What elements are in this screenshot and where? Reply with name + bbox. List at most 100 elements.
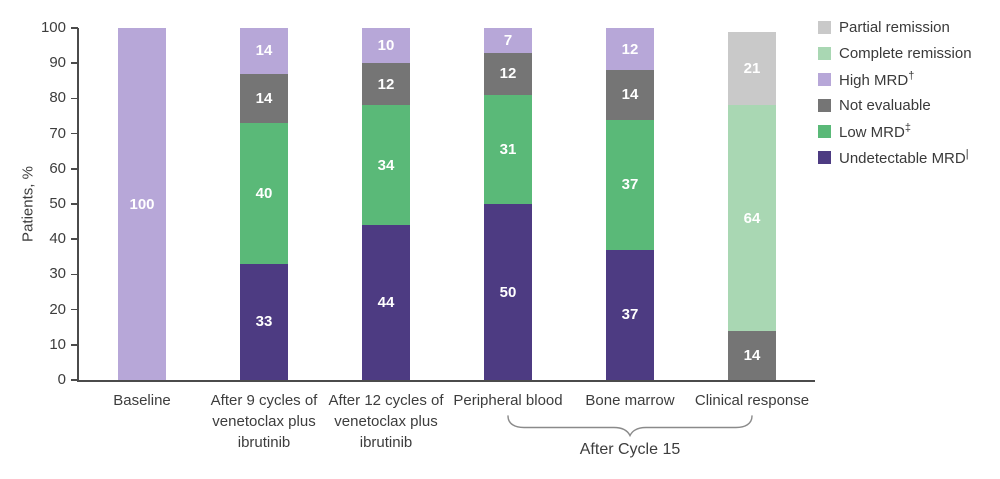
segment-value-label: 44 <box>377 294 395 312</box>
x-axis-label-3: After 12 cycles of venetoclax plus ibrutin… <box>312 390 460 453</box>
x-axis-label-line: venetoclax plus <box>334 413 438 430</box>
bar-segment-not-evaluable: 14 <box>240 73 288 124</box>
x-axis-label-line: Clinical response <box>694 392 810 409</box>
legend-item-label: Complete remission <box>839 45 972 62</box>
bar-segment-high-mrd: 7 <box>484 28 532 53</box>
segment-value-label: 31 <box>499 140 517 158</box>
segment-value-label: 12 <box>377 75 395 93</box>
bar-segment-partial-remission: 21 <box>728 31 776 106</box>
x-axis-label-line: After 12 cycles of <box>328 392 444 409</box>
x-axis-label-line: Baseline <box>113 392 171 409</box>
y-tick-mark-10 <box>71 344 78 346</box>
legend-item-label: High MRD† <box>839 70 915 89</box>
y-tick-label-10: 10 <box>49 335 66 353</box>
bar-segment-low-mrd: 34 <box>362 105 410 226</box>
legend-swatch-icon <box>818 151 831 164</box>
segment-value-label: 21 <box>743 59 761 77</box>
after-cycle-15-label: After Cycle 15 <box>579 441 681 458</box>
x-axis-label-4: Peripheral blood <box>434 390 582 411</box>
legend-swatch-icon <box>818 21 831 34</box>
y-tick-mark-60 <box>71 168 78 170</box>
bar-segment-high-mrd: 12 <box>606 28 654 71</box>
bar-segment-low-mrd: 31 <box>484 94 532 204</box>
segment-value-label: 37 <box>621 306 639 324</box>
bar-segment-high-mrd: 10 <box>362 28 410 64</box>
bar-segment-low-mrd: 40 <box>240 123 288 264</box>
bar-segment-undetectable-mrd: 33 <box>240 263 288 380</box>
bar-segment-not-evaluable: 14 <box>606 70 654 120</box>
segment-value-label: 64 <box>743 209 761 227</box>
bar-segment-undetectable-mrd: 50 <box>484 204 532 380</box>
x-axis-label-line: ibrutinib <box>237 434 291 451</box>
x-axis-line <box>77 380 815 382</box>
legend-swatch-icon <box>818 47 831 60</box>
y-tick-label-50: 50 <box>49 195 66 212</box>
segment-value-label: 37 <box>621 176 639 194</box>
legend-swatch-icon <box>818 99 831 112</box>
y-tick-mark-90 <box>71 62 78 64</box>
y-tick-label-20: 20 <box>49 300 66 318</box>
y-tick-mark-100 <box>71 27 78 29</box>
legend-footnote-marker: † <box>908 70 915 82</box>
segment-value-label: 14 <box>621 86 639 104</box>
legend-item-label: Not evaluable <box>839 97 931 114</box>
y-tick-label-80: 80 <box>49 89 66 107</box>
legend-item-high-mrd: High MRD† <box>818 70 972 89</box>
segment-value-label: 34 <box>377 156 395 174</box>
segment-value-label: 14 <box>255 42 273 60</box>
y-tick-mark-50 <box>71 203 78 205</box>
y-tick-label-90: 90 <box>49 54 66 72</box>
bar-segment-complete-remission: 64 <box>728 105 776 331</box>
segment-value-label: 12 <box>499 65 517 83</box>
y-tick-mark-80 <box>71 97 78 100</box>
legend-item-label: Undetectable MRD| <box>839 148 969 167</box>
x-axis-label-line: ibrutinib <box>359 434 413 451</box>
legend-swatch-icon <box>818 73 831 86</box>
y-tick-mark-70 <box>71 132 78 135</box>
legend: Partial remission Complete remission High … <box>818 18 972 174</box>
y-tick-mark-20 <box>71 308 78 311</box>
y-tick-mark-30 <box>71 273 78 276</box>
bar-segment-not-evaluable: 14 <box>728 330 776 380</box>
y-tick-label-70: 70 <box>49 124 66 142</box>
bar-segment-not-evaluable: 12 <box>484 52 532 95</box>
x-axis-label-5: Bone marrow <box>556 390 704 411</box>
bar-segment-undetectable-mrd: 37 <box>606 249 654 380</box>
legend-footnote-marker: ‡ <box>904 122 911 134</box>
legend-item-complete-remission: Complete remission <box>818 44 972 63</box>
y-tick-mark-0 <box>71 379 78 381</box>
bar-segment-undetectable-mrd: 44 <box>362 225 410 380</box>
x-axis-label-1: Baseline <box>68 390 216 411</box>
x-axis-label-line: Bone marrow <box>585 392 675 409</box>
segment-value-label: 40 <box>255 184 273 202</box>
segment-value-label: 12 <box>621 40 639 58</box>
legend-item-partial-remission: Partial remission <box>818 18 972 37</box>
y-tick-label-40: 40 <box>49 230 66 248</box>
y-tick-label-100: 100 <box>40 19 66 36</box>
after-cycle-15-brace <box>507 415 753 438</box>
bar-segment-high-mrd: 14 <box>240 28 288 74</box>
legend-item-label: Partial remission <box>839 19 950 36</box>
y-tick-label-0: 0 <box>57 371 66 388</box>
y-tick-mark-40 <box>71 238 78 240</box>
bar-segment-high-mrd: 100 <box>118 28 166 380</box>
legend-item-label: Low MRD‡ <box>839 122 911 141</box>
y-axis-line <box>77 28 79 382</box>
bar-segment-low-mrd: 37 <box>606 119 654 250</box>
legend-swatch-icon <box>818 125 831 138</box>
segment-value-label: 7 <box>503 31 513 49</box>
x-axis-label-line: venetoclax plus <box>212 413 316 430</box>
x-axis-label-line: Peripheral blood <box>453 392 563 409</box>
bar-segment-not-evaluable: 12 <box>362 63 410 106</box>
segment-value-label: 14 <box>743 346 761 364</box>
x-axis-label-6: Clinical response <box>678 390 826 411</box>
legend-item-not-evaluable: Not evaluable <box>818 96 972 115</box>
y-tick-label-60: 60 <box>49 159 66 177</box>
segment-value-label: 33 <box>255 313 273 331</box>
y-tick-label-30: 30 <box>49 265 66 283</box>
legend-item-low-mrd: Low MRD‡ <box>818 122 972 141</box>
segment-value-label: 100 <box>129 195 155 213</box>
legend-footnote-marker: | <box>965 148 969 160</box>
x-axis-label-2: After 9 cycles of venetoclax plus ibrutini… <box>190 390 338 453</box>
